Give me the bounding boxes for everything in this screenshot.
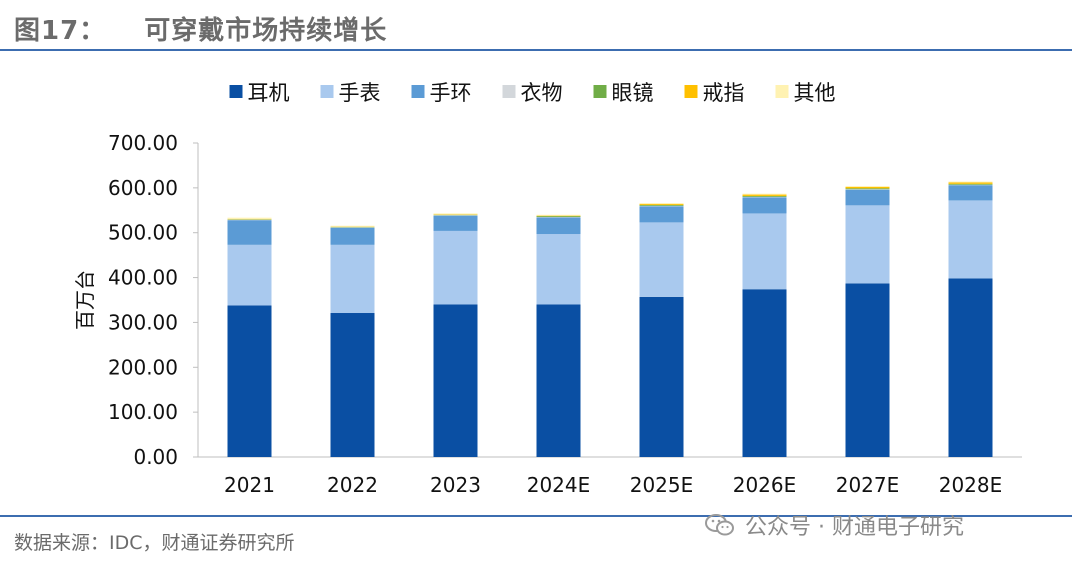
legend-label: 耳机	[248, 81, 290, 105]
bar-segment-6	[845, 186, 890, 189]
y-tick-label: 200.00	[108, 355, 178, 379]
figure-title: 可穿戴市场持续增长	[144, 15, 388, 46]
source-note: 数据来源：IDC，财通证券研究所	[14, 532, 295, 554]
stacked-bar-chart: 0.00 100.00 200.00 300.00 400.00 500.00 600.00…	[73, 81, 1022, 497]
bar-segment-3	[639, 206, 684, 223]
y-axis-label: 百万台	[73, 270, 97, 330]
bar-segment-7	[536, 214, 581, 216]
y-tick-label: 500.00	[108, 221, 178, 245]
bar-segment-6	[639, 204, 684, 205]
figure-number: 图17：	[14, 15, 107, 46]
y-tick-label: 0.00	[133, 445, 178, 469]
bar-segment-6	[742, 194, 787, 196]
y-tick-label: 700.00	[108, 131, 178, 155]
x-tick-label: 2024E	[527, 473, 591, 497]
bar-segment-2	[536, 234, 581, 305]
bar-segment-1	[948, 278, 993, 457]
bar-segment-7	[433, 213, 478, 215]
bar-segment-1	[330, 313, 375, 457]
x-tick-label: 2022	[327, 473, 378, 497]
bar-segment-3	[227, 220, 272, 245]
bar-segment-3	[948, 185, 993, 201]
bar-segment-1	[639, 296, 684, 457]
bar-segment-5	[845, 188, 890, 190]
y-tick-label: 100.00	[108, 400, 178, 424]
bar-segment-3	[330, 227, 375, 245]
y-tick-label: 400.00	[108, 266, 178, 290]
bar-segment-3	[536, 217, 581, 235]
bar-segment-7	[227, 217, 272, 220]
x-tick-label: 2028E	[939, 473, 1003, 497]
legend-swatch	[502, 85, 516, 98]
legend-swatch	[593, 85, 607, 98]
x-tick-label: 2026E	[733, 473, 797, 497]
y-tick-label: 300.00	[108, 310, 178, 334]
bar-segment-7	[639, 203, 684, 205]
bar-segment-7	[742, 193, 787, 195]
top-rule	[0, 49, 1072, 51]
legend-swatch	[775, 85, 789, 98]
bar-segment-1	[227, 305, 272, 457]
x-tick-label: 2023	[430, 473, 481, 497]
bar-segment-7	[845, 186, 890, 187]
legend-swatch	[229, 85, 243, 98]
bar-segment-1	[536, 304, 581, 457]
bar-segment-3	[433, 215, 478, 231]
bar-segment-7	[948, 181, 993, 183]
legend-swatch	[411, 85, 425, 98]
legend-swatch	[320, 85, 334, 98]
bar-segment-2	[742, 213, 787, 290]
bar-segment-2	[227, 244, 272, 306]
legend-label: 手表	[339, 81, 381, 105]
bar-segment-2	[948, 200, 993, 279]
legend-swatch	[684, 85, 698, 98]
bar-segment-3	[845, 189, 890, 206]
bar-segment-5	[536, 216, 581, 218]
bar-segment-2	[639, 222, 684, 297]
bar-segment-1	[845, 283, 890, 457]
bar-segment-3	[742, 197, 787, 214]
bar-segment-2	[330, 244, 375, 314]
legend-label: 戒指	[703, 81, 745, 105]
bar-segment-5	[948, 183, 993, 185]
bar-segment-2	[433, 230, 478, 305]
bar-segment-1	[433, 304, 478, 457]
legend-label: 手环	[430, 81, 472, 105]
bar-segment-5	[742, 195, 787, 197]
bar-segment-1	[742, 289, 787, 457]
bottom-rule	[0, 515, 1072, 517]
legend-label: 眼镜	[612, 81, 654, 105]
bar-segment-6	[948, 182, 993, 184]
legend-label: 衣物	[521, 81, 563, 105]
bar-segment-7	[330, 225, 375, 227]
x-tick-label: 2021	[224, 473, 275, 497]
y-tick-label: 600.00	[108, 176, 178, 200]
x-tick-label: 2027E	[836, 473, 900, 497]
wechat-icon	[705, 514, 734, 536]
watermark-text: 公众号 · 财通电子研究	[745, 515, 964, 540]
bar-segment-2	[845, 205, 890, 284]
figure-header: 图17： 可穿戴市场持续增长	[14, 10, 387, 46]
watermark: 公众号 · 财通电子研究	[705, 509, 964, 541]
legend-label: 其他	[794, 81, 836, 105]
x-tick-label: 2025E	[630, 473, 694, 497]
bar-segment-5	[639, 204, 684, 206]
